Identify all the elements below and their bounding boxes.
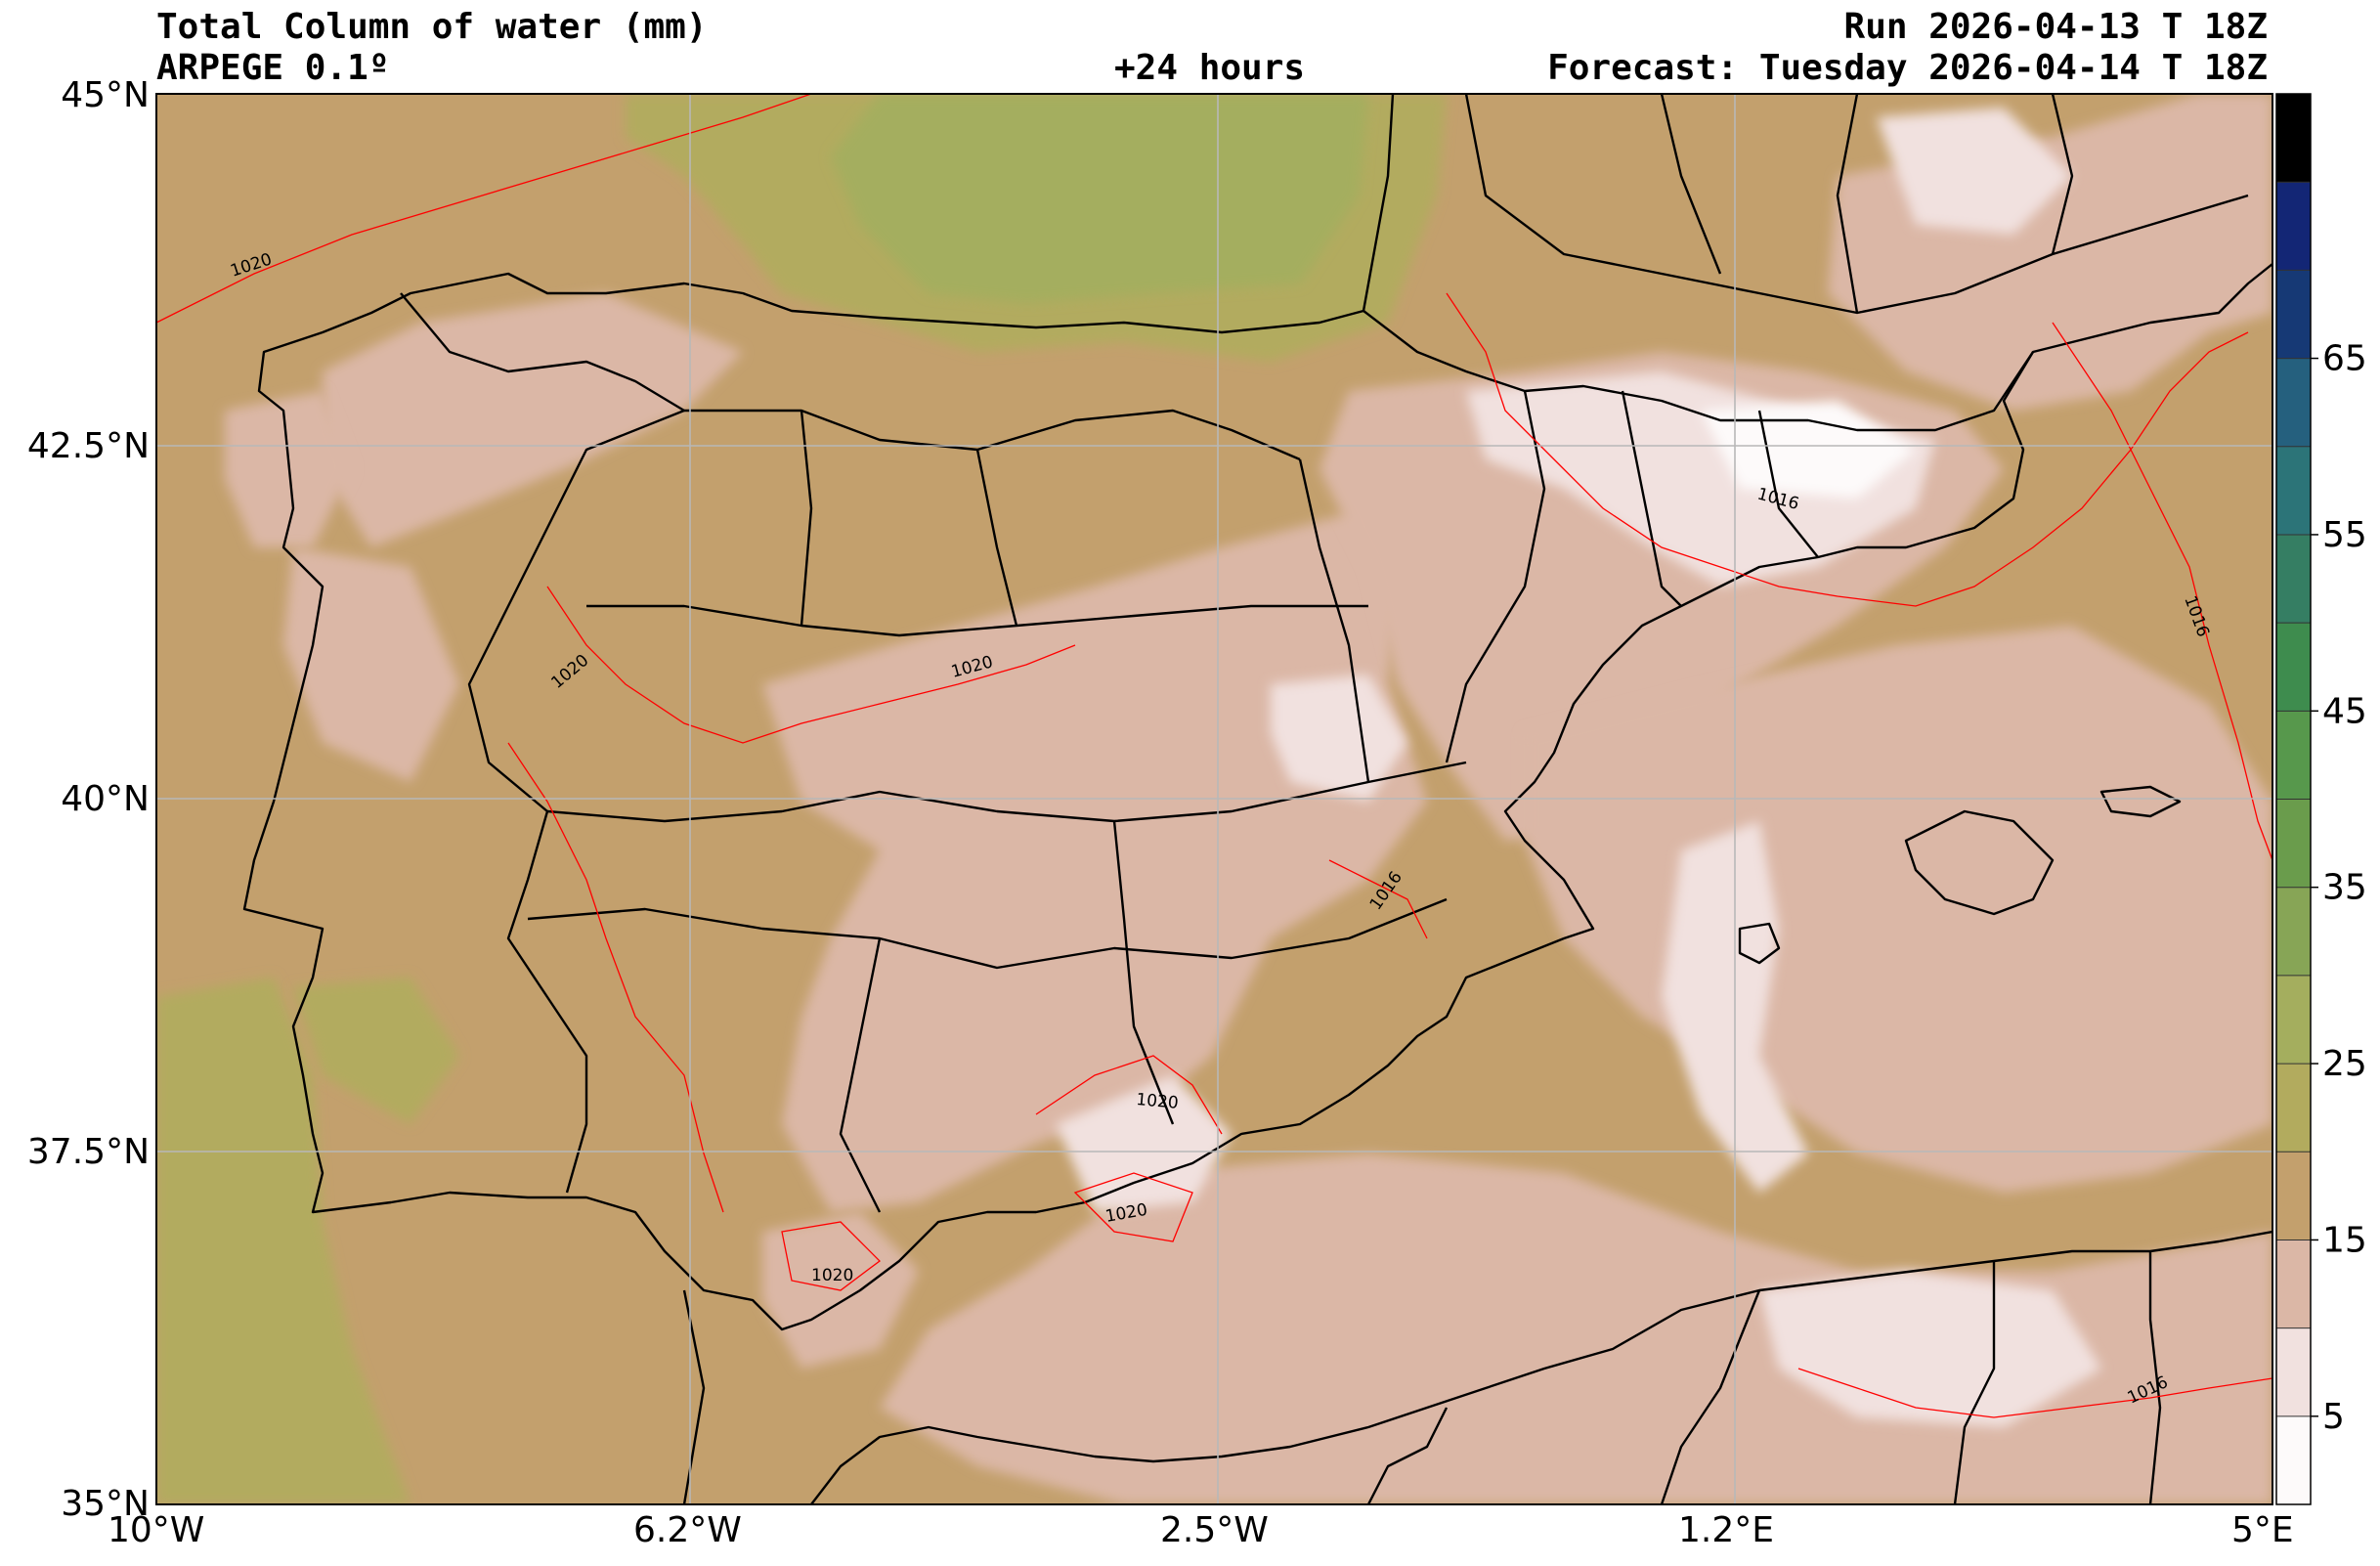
pyrenees-border xyxy=(1363,310,2034,432)
colorbar-bin xyxy=(2276,1327,2311,1417)
colorbar-bin xyxy=(2276,446,2311,536)
colorbar-bin xyxy=(2276,182,2311,271)
lat-tick-label: 40°N xyxy=(61,779,150,819)
colorbar-bin xyxy=(2276,358,2311,448)
colorbar-tick-label: 25 xyxy=(2322,1044,2367,1084)
colorbar-tick-label: 55 xyxy=(2322,515,2367,555)
colorbar-tick-label: 5 xyxy=(2322,1397,2345,1437)
forecast-label: Forecast: Tuesday 2026-04-14 T 18Z xyxy=(1547,48,2268,88)
lon-tick-label: 10°W xyxy=(108,1510,205,1550)
colorbar: 5 15 25 35 45 55 65 xyxy=(2275,93,2367,1505)
ibiza xyxy=(1738,922,1781,965)
colorbar-tick-label: 45 xyxy=(2322,691,2367,731)
menorca xyxy=(2099,785,2182,818)
iberia-coastline xyxy=(242,94,2272,1331)
colorbar-bin xyxy=(2276,534,2311,624)
colorbar-bin xyxy=(2276,975,2311,1065)
lon-tick-label: 2.5°W xyxy=(1160,1510,1269,1550)
colorbar-bin xyxy=(2276,94,2311,183)
colorbar-bin xyxy=(2276,1415,2311,1505)
colorbar-frame xyxy=(2275,93,2312,1505)
colorbar-tick-label: 65 xyxy=(2322,339,2367,379)
lat-tick-label: 37.5°N xyxy=(26,1132,150,1172)
coastline-borders xyxy=(242,94,2272,1504)
chart-title: Total Column of water (mm) xyxy=(156,7,708,47)
mallorca xyxy=(1904,809,2055,916)
colorbar-bin xyxy=(2276,711,2311,800)
colorbar-bin xyxy=(2276,270,2311,360)
colorbar-bin xyxy=(2276,1152,2311,1240)
isobar-label: 1020 xyxy=(811,1266,853,1285)
colorbar-bin xyxy=(2276,1240,2311,1329)
isobar-label: 1020 xyxy=(1136,1090,1180,1113)
map-frame xyxy=(155,93,2273,1505)
lat-tick-label: 35°N xyxy=(61,1484,150,1524)
isobars xyxy=(156,94,2272,1418)
colorbar-tick-label: 15 xyxy=(2322,1220,2367,1260)
lat-tick-label: 42.5°N xyxy=(26,426,150,466)
colorbar-bin xyxy=(2276,623,2311,712)
colorbar-bin xyxy=(2276,887,2311,977)
lat-tick-label: 45°N xyxy=(61,75,150,115)
graticule xyxy=(156,94,2272,1504)
lon-tick-label: 6.2°W xyxy=(633,1510,742,1550)
model-label: ARPEGE 0.1º xyxy=(156,48,390,88)
lon-tick-label: 1.2°E xyxy=(1678,1510,1774,1550)
portugal-border xyxy=(400,292,686,1194)
run-label: Run 2026-04-13 T 18Z xyxy=(1843,7,2268,47)
lon-tick-label: 5°E xyxy=(2231,1510,2294,1550)
colorbar-tick-label: 35 xyxy=(2322,868,2367,908)
colorbar-bin xyxy=(2276,799,2311,889)
africa-coastline xyxy=(810,1230,2272,1504)
colorbar-bin xyxy=(2276,1064,2311,1153)
lead-time-label: +24 hours xyxy=(1114,48,1306,88)
